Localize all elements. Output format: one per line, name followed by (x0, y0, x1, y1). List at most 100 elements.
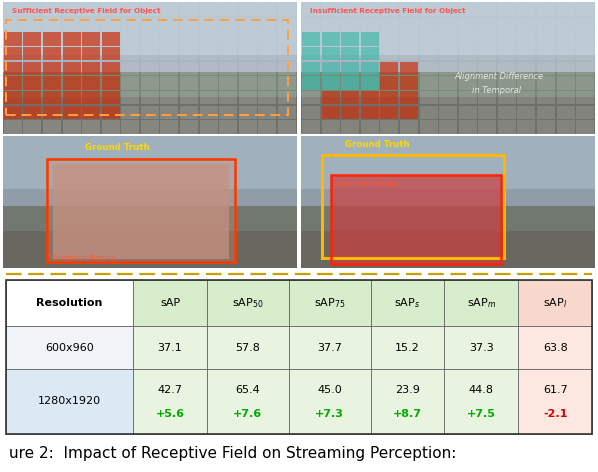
Bar (6, 280, 133, 326)
Bar (341, 91, 359, 104)
Bar (278, 76, 296, 90)
Bar (537, 91, 555, 104)
Bar (301, 189, 595, 213)
Bar (207, 326, 289, 369)
Bar (361, 47, 379, 60)
Bar (400, 120, 418, 134)
Bar (258, 76, 276, 90)
Bar (43, 62, 61, 75)
Bar (102, 47, 120, 60)
Bar (576, 91, 594, 104)
Bar (459, 17, 477, 31)
Bar (400, 17, 418, 31)
Bar (219, 32, 237, 46)
Bar (341, 76, 359, 90)
Bar (200, 17, 218, 31)
Text: sAP$_{l}$: sAP$_{l}$ (543, 296, 568, 310)
Bar (141, 120, 159, 134)
Bar (361, 62, 379, 75)
Text: ure 2:  Impact of Receptive Field on Streaming Perception:: ure 2: Impact of Receptive Field on Stre… (9, 446, 456, 461)
Bar (23, 17, 41, 31)
Bar (301, 72, 595, 105)
Bar (63, 91, 81, 104)
Bar (302, 47, 320, 60)
Bar (121, 76, 139, 90)
Bar (278, 17, 296, 31)
Bar (141, 17, 159, 31)
Bar (498, 62, 516, 75)
Bar (576, 62, 594, 75)
Bar (498, 76, 516, 90)
Text: -2.1: -2.1 (543, 409, 568, 419)
Bar (478, 120, 496, 134)
Bar (63, 76, 81, 90)
Bar (278, 32, 296, 46)
Bar (258, 47, 276, 60)
Bar (478, 76, 496, 90)
Text: in Temporal: in Temporal (472, 86, 521, 95)
Bar (322, 32, 340, 46)
Bar (3, 136, 297, 196)
Bar (576, 32, 594, 46)
Bar (439, 62, 457, 75)
Bar (557, 62, 575, 75)
Bar (459, 76, 477, 90)
Bar (459, 120, 477, 134)
Bar (4, 62, 22, 75)
Bar (180, 47, 198, 60)
Bar (478, 91, 496, 104)
Bar (133, 326, 207, 369)
Bar (302, 32, 320, 46)
Bar (478, 47, 496, 60)
Bar (459, 91, 477, 104)
Bar (301, 206, 595, 239)
Bar (23, 32, 41, 46)
Text: sAP$_{75}$: sAP$_{75}$ (314, 296, 346, 310)
Bar (23, 106, 41, 119)
Bar (517, 76, 535, 90)
Bar (371, 280, 444, 326)
Bar (133, 280, 207, 326)
Bar (200, 120, 218, 134)
Bar (102, 62, 120, 75)
Bar (141, 3, 159, 17)
Bar (322, 76, 340, 90)
Bar (517, 47, 535, 60)
Bar (322, 120, 340, 134)
Bar (82, 62, 100, 75)
Bar (498, 17, 516, 31)
Bar (180, 120, 198, 134)
Bar (219, 47, 237, 60)
Bar (576, 76, 594, 90)
Text: Detection Results: Detection Results (53, 255, 115, 261)
Bar (557, 17, 575, 31)
Bar (576, 3, 594, 17)
Bar (23, 76, 41, 90)
Bar (557, 32, 575, 46)
Bar (102, 3, 120, 17)
Bar (43, 47, 61, 60)
Bar (400, 106, 418, 119)
Bar (420, 91, 438, 104)
Bar (518, 369, 592, 434)
Bar (331, 175, 501, 264)
Bar (400, 3, 418, 17)
Bar (400, 91, 418, 104)
Bar (63, 47, 81, 60)
Bar (207, 369, 289, 434)
Bar (478, 3, 496, 17)
Bar (576, 120, 594, 134)
Bar (400, 47, 418, 60)
Bar (302, 17, 320, 31)
Text: 1280x1920: 1280x1920 (38, 396, 101, 406)
Bar (3, 231, 297, 269)
Bar (180, 62, 198, 75)
Bar (557, 106, 575, 119)
Bar (200, 76, 218, 90)
Bar (537, 3, 555, 17)
Bar (3, 55, 297, 79)
Text: sAP$_{s}$: sAP$_{s}$ (395, 296, 420, 310)
Bar (420, 120, 438, 134)
Bar (517, 17, 535, 31)
Bar (82, 32, 100, 46)
